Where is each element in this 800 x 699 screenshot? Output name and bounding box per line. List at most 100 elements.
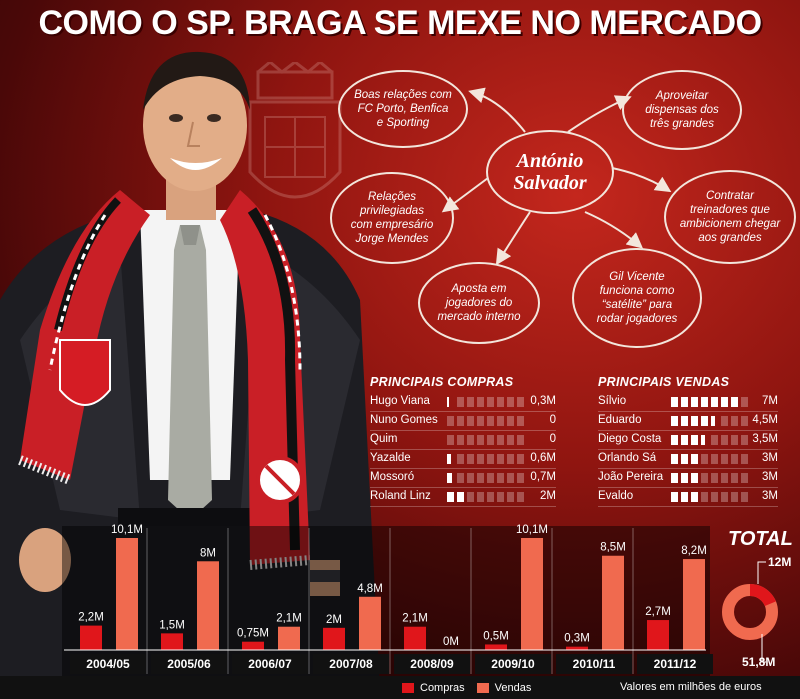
season-label-bg xyxy=(70,654,146,674)
value-block xyxy=(701,435,705,445)
vendas-player-name: Diego Costa xyxy=(598,433,662,445)
value-block xyxy=(721,416,728,426)
value-block xyxy=(467,435,474,445)
compras-value-label: 2,1M xyxy=(402,613,428,625)
value-block xyxy=(741,416,748,426)
value-block xyxy=(507,454,514,464)
value-block xyxy=(671,397,678,407)
row-separator xyxy=(598,487,778,488)
value-block xyxy=(701,416,708,426)
bubble-gil-vicente: Gil Vicente funciona como “satélite” par… xyxy=(572,248,702,348)
value-block xyxy=(457,435,464,445)
value-block xyxy=(681,473,688,483)
headline: COMO O SP. BRAGA SE MEXE NO MERCADO xyxy=(38,4,762,42)
value-block xyxy=(721,454,728,464)
season-label-bg xyxy=(232,654,308,674)
total-compras-label: 12M xyxy=(768,555,791,569)
compras-player-name: Yazalde xyxy=(370,452,411,464)
compras-value-label: 2M xyxy=(326,614,342,626)
value-block xyxy=(691,416,698,426)
value-block xyxy=(721,473,728,483)
value-block xyxy=(711,397,718,407)
compras-player-name: Mossoró xyxy=(370,471,415,483)
value-block xyxy=(711,492,718,502)
row-separator xyxy=(598,411,778,412)
compras-row: Quim 0 xyxy=(370,431,556,450)
value-block xyxy=(671,435,678,445)
compras-player-name: Hugo Viana xyxy=(370,395,430,407)
value-block xyxy=(701,473,708,483)
footer-strip xyxy=(0,676,800,699)
vendas-player-name: Orlando Sá xyxy=(598,452,657,464)
compras-fee-value: 2M xyxy=(540,490,556,502)
bar-vendas xyxy=(602,555,624,650)
value-block xyxy=(467,454,474,464)
compras-row: Hugo Viana 0,3M xyxy=(370,393,556,412)
value-block xyxy=(681,492,688,502)
value-block xyxy=(741,397,748,407)
row-separator xyxy=(598,468,778,469)
season-label-bg xyxy=(394,654,470,674)
value-block xyxy=(507,473,514,483)
value-block xyxy=(701,454,708,464)
season-label: 2008/09 xyxy=(410,657,454,671)
value-block xyxy=(731,397,738,407)
vendas-player-name: João Pereira xyxy=(598,471,664,483)
compras-fee-value: 0 xyxy=(549,414,556,426)
vendas-row: Orlando Sá 3M xyxy=(598,450,778,469)
vendas-value-label: 10,1M xyxy=(111,524,143,536)
row-separator xyxy=(370,449,556,450)
value-block xyxy=(671,473,678,483)
value-block xyxy=(477,492,484,502)
legend-vendas-swatch xyxy=(476,683,489,693)
value-block xyxy=(711,473,718,483)
season-label: 2007/08 xyxy=(329,657,373,671)
bar-compras xyxy=(404,626,426,650)
bar-vendas xyxy=(278,626,300,650)
season-label: 2010/11 xyxy=(573,657,616,671)
vendas-value-label: 4,8M xyxy=(357,583,383,595)
value-block xyxy=(477,454,484,464)
value-block xyxy=(681,454,688,464)
bar-compras xyxy=(242,641,264,650)
value-block xyxy=(691,454,698,464)
row-separator xyxy=(370,430,556,431)
value-block xyxy=(487,473,494,483)
compras-value-label: 0,3M xyxy=(564,633,590,645)
vendas-player-name: Eduardo xyxy=(598,414,642,426)
value-block xyxy=(507,435,514,445)
value-block xyxy=(457,492,464,502)
season-label-bg xyxy=(637,654,713,674)
vendas-row: João Pereira 3M xyxy=(598,469,778,488)
value-block xyxy=(741,473,748,483)
bar-compras xyxy=(80,625,102,650)
value-block xyxy=(487,397,494,407)
value-block xyxy=(477,416,484,426)
compras-row: Roland Linz 2M xyxy=(370,488,556,507)
value-block xyxy=(447,416,454,426)
legend-compras-swatch xyxy=(402,683,414,693)
value-block xyxy=(457,454,464,464)
value-block xyxy=(681,435,688,445)
bar-compras xyxy=(323,627,345,650)
total-vendas-label: 51,8M xyxy=(742,655,775,669)
units-note: Valores em milhões de euros xyxy=(620,681,762,693)
total-compras-leader xyxy=(757,561,766,584)
compras-fee-value: 0,3M xyxy=(530,395,556,407)
compras-value-label: 2,7M xyxy=(645,606,671,618)
value-block xyxy=(447,492,454,502)
value-block xyxy=(671,492,678,502)
vendas-row: Sílvio 7M xyxy=(598,393,778,412)
vendas-value-label: 0M xyxy=(443,636,459,648)
vendas-row: Evaldo 3M xyxy=(598,488,778,507)
value-block xyxy=(497,416,504,426)
value-block xyxy=(477,473,484,483)
season-label: 2011/12 xyxy=(654,657,697,671)
bar-vendas xyxy=(521,538,543,650)
value-block xyxy=(497,435,504,445)
vendas-fee-value: 4,5M xyxy=(752,414,778,426)
center-bubble-antonio-salvador: António Salvador xyxy=(486,130,614,214)
value-block xyxy=(681,416,688,426)
season-label-bg xyxy=(151,654,227,674)
vendas-fee-value: 3,5M xyxy=(752,433,778,445)
